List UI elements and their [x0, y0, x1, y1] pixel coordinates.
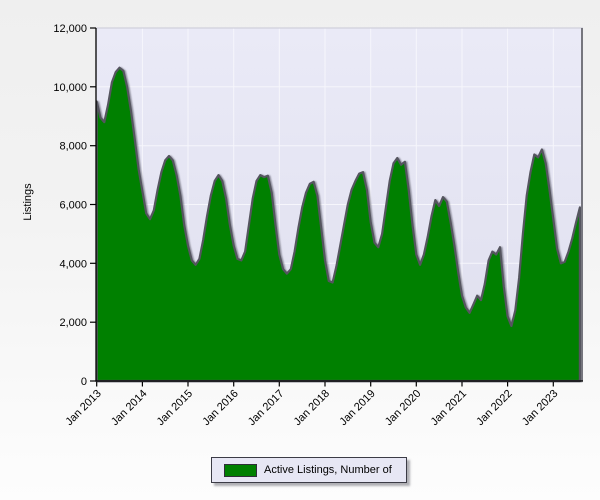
svg-text:Jan 2014: Jan 2014: [109, 388, 149, 428]
y-axis-title: Listings: [22, 183, 34, 221]
svg-text:Jan 2013: Jan 2013: [63, 388, 103, 428]
svg-text:Jan 2019: Jan 2019: [337, 388, 377, 428]
svg-text:Jan 2020: Jan 2020: [383, 388, 423, 428]
legend-swatch-icon: [224, 463, 257, 477]
legend: Active Listings, Number of: [211, 457, 407, 483]
area-series: [95, 66, 581, 383]
active-listings-area-chart: 0 2,000 4,000 6,000 8,000 10,000 12,000 Jan 201…: [22, 23, 583, 428]
svg-text:4,000: 4,000: [59, 258, 87, 270]
svg-text:Jan 2015: Jan 2015: [155, 388, 195, 428]
y-axis-labels: 0 2,000 4,000 6,000 8,000 10,000 12,000: [53, 23, 96, 388]
svg-text:Jan 2018: Jan 2018: [292, 388, 332, 428]
svg-text:2,000: 2,000: [59, 317, 87, 329]
svg-text:8,000: 8,000: [59, 141, 87, 153]
legend-label: Active Listings, Number of: [264, 464, 392, 476]
svg-text:Jan 2016: Jan 2016: [200, 388, 240, 428]
svg-text:Jan 2017: Jan 2017: [246, 388, 286, 428]
svg-text:Jan 2021: Jan 2021: [429, 388, 469, 428]
svg-text:12,000: 12,000: [53, 23, 87, 35]
chart-render: 0 2,000 4,000 6,000 8,000 10,000 12,000 Jan 201…: [53, 23, 583, 428]
svg-text:Jan 2022: Jan 2022: [474, 388, 514, 428]
svg-text:Jan 2023: Jan 2023: [520, 388, 560, 428]
svg-text:6,000: 6,000: [59, 200, 87, 212]
svg-text:0: 0: [81, 376, 87, 388]
svg-text:10,000: 10,000: [53, 82, 87, 94]
x-axis-labels: Jan 2013 Jan 2014 Jan 2015 Jan 2016 Jan 2017…: [63, 382, 560, 428]
